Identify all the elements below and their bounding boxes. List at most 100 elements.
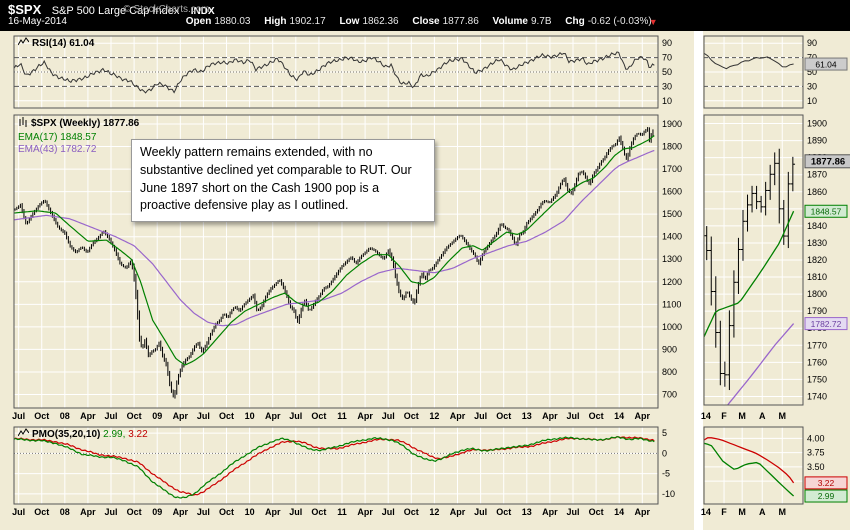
svg-text:Oct: Oct bbox=[404, 411, 419, 421]
svg-text:12: 12 bbox=[429, 507, 439, 517]
svg-text:-5: -5 bbox=[662, 469, 670, 479]
svg-text:A: A bbox=[759, 411, 766, 421]
svg-text:Oct: Oct bbox=[496, 507, 511, 517]
svg-text:Oct: Oct bbox=[311, 507, 326, 517]
axis-value-box bbox=[804, 489, 848, 503]
price-chart-icon bbox=[18, 117, 28, 132]
svg-text:1860: 1860 bbox=[807, 187, 827, 197]
svg-text:1848.57: 1848.57 bbox=[811, 206, 842, 216]
svg-text:1600: 1600 bbox=[662, 187, 682, 197]
svg-text:Jul: Jul bbox=[12, 507, 25, 517]
svg-text:Oct: Oct bbox=[34, 507, 49, 517]
svg-text:700: 700 bbox=[662, 389, 677, 399]
rsi-inset-panel bbox=[704, 36, 803, 108]
svg-text:F: F bbox=[721, 411, 727, 421]
field-open: Open 1880.03 bbox=[185, 16, 251, 27]
svg-text:0: 0 bbox=[662, 448, 667, 458]
svg-text:5: 5 bbox=[662, 428, 667, 438]
svg-text:1900: 1900 bbox=[807, 119, 827, 129]
svg-text:Apr: Apr bbox=[635, 507, 651, 517]
price-legend: $SPX (Weekly) 1877.86 EMA(17) 1848.57 EM… bbox=[18, 117, 139, 157]
svg-text:1400: 1400 bbox=[662, 232, 682, 242]
svg-text:08: 08 bbox=[60, 411, 70, 421]
svg-text:A: A bbox=[759, 507, 766, 517]
svg-text:1877.86: 1877.86 bbox=[811, 156, 845, 167]
axis-value-box bbox=[804, 154, 850, 169]
axis-value-box bbox=[804, 57, 848, 71]
svg-text:Apr: Apr bbox=[357, 411, 373, 421]
svg-text:M: M bbox=[738, 411, 746, 421]
spx-legend-label: $SPX (Weekly) 1877.86 bbox=[31, 118, 140, 129]
svg-text:Oct: Oct bbox=[311, 411, 326, 421]
index-name: S&P 500 Large Cap Index bbox=[51, 5, 180, 17]
svg-text:Apr: Apr bbox=[173, 411, 189, 421]
header-title-row: $SPX S&P 500 Large Cap Index INDX © Stoc… bbox=[8, 1, 215, 17]
field-volume: Volume 9.7B bbox=[492, 16, 552, 27]
svg-text:14: 14 bbox=[701, 507, 711, 517]
svg-text:14: 14 bbox=[614, 411, 624, 421]
svg-text:2.99: 2.99 bbox=[818, 491, 835, 501]
svg-text:1000: 1000 bbox=[662, 322, 682, 332]
svg-text:1790: 1790 bbox=[807, 306, 827, 316]
svg-text:4.00: 4.00 bbox=[807, 433, 825, 443]
indicator-icon bbox=[17, 37, 30, 52]
change-down-icon: ▼ bbox=[648, 17, 658, 27]
svg-text:Oct: Oct bbox=[127, 507, 142, 517]
svg-text:Apr: Apr bbox=[80, 507, 96, 517]
svg-text:Jul: Jul bbox=[12, 411, 25, 421]
svg-text:Oct: Oct bbox=[589, 411, 604, 421]
axis-value-box bbox=[804, 317, 848, 331]
svg-text:Jul: Jul bbox=[382, 507, 395, 517]
svg-text:Jul: Jul bbox=[474, 411, 487, 421]
pmo-legend-label: PMO(35,20,10) bbox=[32, 429, 101, 440]
svg-text:Oct: Oct bbox=[404, 507, 419, 517]
svg-text:1200: 1200 bbox=[662, 277, 682, 287]
svg-text:1300: 1300 bbox=[662, 254, 682, 264]
svg-text:Oct: Oct bbox=[496, 411, 511, 421]
svg-text:1770: 1770 bbox=[807, 340, 827, 350]
annotation-note: Weekly pattern remains extended, with no… bbox=[131, 139, 435, 222]
axis-value-box bbox=[804, 204, 848, 218]
svg-text:50: 50 bbox=[807, 67, 817, 77]
svg-text:Oct: Oct bbox=[34, 411, 49, 421]
svg-text:Apr: Apr bbox=[80, 411, 96, 421]
svg-text:08: 08 bbox=[60, 507, 70, 517]
svg-text:900: 900 bbox=[662, 344, 677, 354]
field-close: Close 1877.86 bbox=[412, 16, 479, 27]
svg-text:1760: 1760 bbox=[807, 357, 827, 367]
header-bar: $SPX S&P 500 Large Cap Index INDX © Stoc… bbox=[0, 0, 850, 31]
svg-text:Jul: Jul bbox=[197, 507, 210, 517]
svg-text:09: 09 bbox=[152, 411, 162, 421]
svg-text:50: 50 bbox=[662, 67, 672, 77]
svg-text:1870: 1870 bbox=[807, 170, 827, 180]
axis-value-box bbox=[804, 476, 848, 490]
svg-text:M: M bbox=[779, 507, 787, 517]
exchange-label: INDX bbox=[190, 6, 215, 17]
rsi-legend-label: RSI(14) 61.04 bbox=[32, 38, 95, 49]
svg-text:1700: 1700 bbox=[662, 164, 682, 174]
ema43-legend-label: EMA(43) 1782.72 bbox=[18, 144, 97, 155]
svg-text:Apr: Apr bbox=[542, 507, 558, 517]
svg-text:Jul: Jul bbox=[105, 507, 118, 517]
svg-text:Apr: Apr bbox=[265, 411, 281, 421]
rsi-panel bbox=[14, 36, 658, 108]
svg-text:70: 70 bbox=[662, 53, 672, 63]
svg-text:1840: 1840 bbox=[807, 221, 827, 231]
svg-text:Jul: Jul bbox=[566, 507, 579, 517]
svg-text:30: 30 bbox=[662, 81, 672, 91]
svg-text:Jul: Jul bbox=[197, 411, 210, 421]
svg-text:1890: 1890 bbox=[807, 136, 827, 146]
svg-text:Oct: Oct bbox=[219, 411, 234, 421]
svg-text:Apr: Apr bbox=[357, 507, 373, 517]
stockcharts-copyright-link[interactable]: © StockCharts.com bbox=[123, 4, 210, 15]
svg-text:Oct: Oct bbox=[589, 507, 604, 517]
svg-text:09: 09 bbox=[152, 507, 162, 517]
svg-text:Apr: Apr bbox=[542, 411, 558, 421]
svg-text:Apr: Apr bbox=[265, 507, 281, 517]
chart-date: 16-May-2014 bbox=[8, 16, 67, 27]
svg-text:1782.72: 1782.72 bbox=[811, 319, 842, 329]
svg-text:Jul: Jul bbox=[382, 411, 395, 421]
svg-text:-10: -10 bbox=[662, 489, 675, 499]
svg-text:Apr: Apr bbox=[635, 411, 651, 421]
